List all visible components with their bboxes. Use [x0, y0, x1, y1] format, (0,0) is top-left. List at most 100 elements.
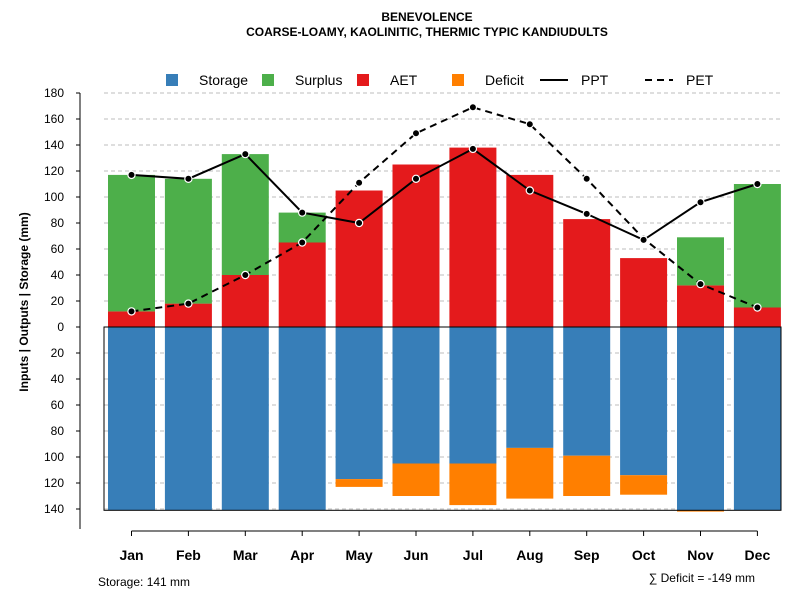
aet-bar	[449, 147, 497, 327]
chart-subtitle: COARSE-LOAMY, KAOLINITIC, THERMIC TYPIC …	[246, 25, 608, 39]
pet-point	[582, 174, 591, 183]
pet-point	[468, 103, 478, 112]
pet-point	[696, 279, 705, 289]
storage-bar	[392, 327, 440, 464]
deficit-bar	[563, 455, 611, 496]
ppt-point	[298, 208, 307, 217]
storage-bar	[164, 327, 212, 511]
month-label: Aug	[516, 547, 543, 563]
storage-bar	[108, 327, 155, 511]
aet-bar	[221, 275, 269, 327]
y-tick-label: 100	[44, 190, 64, 204]
storage-bar	[733, 327, 781, 511]
pet-point	[525, 119, 535, 129]
surplus-bar	[221, 154, 269, 275]
chart-title: BENEVOLENCE	[381, 10, 472, 24]
pet-point	[298, 238, 307, 247]
storage-bar	[335, 327, 383, 480]
month-label: Oct	[632, 547, 656, 563]
pet-point	[184, 299, 193, 308]
legend-label: PPT	[581, 72, 609, 88]
month-label: Sep	[574, 547, 600, 563]
surplus-bar	[108, 174, 155, 312]
month-label: Feb	[176, 547, 201, 563]
deficit-bar	[392, 463, 440, 496]
y-tick-label: 160	[44, 112, 64, 126]
legend-label: AET	[390, 72, 418, 88]
deficit-bar	[335, 479, 383, 487]
aet-bar	[335, 190, 383, 327]
deficit-bar	[449, 463, 497, 506]
aet-bar	[677, 285, 724, 327]
legend-label: Deficit	[485, 72, 524, 88]
storage-bar	[449, 327, 497, 464]
storage-bar	[620, 327, 668, 476]
y-tick-label: 40	[51, 372, 65, 386]
aet-bar	[506, 174, 554, 327]
y-tick-label: 40	[51, 268, 65, 282]
aet-bar	[108, 311, 155, 327]
pet-point	[241, 270, 250, 280]
ppt-point	[696, 197, 705, 207]
y-tick-label: 140	[44, 138, 64, 152]
month-label: Dec	[745, 547, 771, 563]
y-tick-label: 80	[51, 424, 65, 438]
aet-bar	[563, 219, 611, 327]
month-label: Jan	[119, 547, 143, 563]
legend-label: Surplus	[295, 72, 342, 88]
surplus-bar	[733, 184, 781, 308]
ppt-point	[127, 170, 136, 180]
surplus-bar	[677, 237, 724, 286]
storage-bar	[278, 327, 326, 511]
deficit-bar	[506, 447, 554, 499]
ppt-point	[468, 144, 478, 154]
legend-swatch	[452, 74, 464, 86]
month-label: Mar	[233, 547, 258, 563]
aet-bar	[164, 303, 212, 327]
y-tick-label: 20	[51, 294, 65, 308]
pet-point	[127, 307, 136, 316]
y-tick-label: 60	[51, 242, 65, 256]
storage-bar	[563, 327, 611, 456]
storage-bar	[677, 327, 724, 511]
pet-point	[411, 129, 421, 138]
legend-label: PET	[686, 72, 714, 88]
y-tick-label: 80	[51, 216, 65, 230]
month-label: Nov	[687, 547, 714, 563]
y-axis-label: Inputs | Outputs | Storage (mm)	[17, 212, 31, 391]
deficit-bar	[620, 475, 668, 495]
y-tick-label: 0	[57, 320, 64, 334]
ppt-point	[525, 186, 535, 195]
deficit-total-label: ∑ Deficit = -149 mm	[649, 571, 755, 585]
legend-swatch	[262, 74, 274, 86]
ppt-line	[131, 147, 758, 242]
month-label: Apr	[290, 547, 315, 563]
storage-capacity-box	[103, 326, 782, 511]
storage-bar	[506, 327, 554, 448]
month-label: Jul	[463, 547, 483, 563]
legend-swatch	[166, 74, 178, 86]
y-tick-label: 60	[51, 398, 65, 412]
y-tick-label: 20	[51, 346, 65, 360]
surplus-bar	[164, 178, 212, 304]
ppt-point	[354, 218, 364, 228]
aet-bar	[278, 242, 326, 327]
ppt-point	[241, 149, 250, 159]
deficit-bar	[677, 510, 724, 512]
legend-swatch	[357, 74, 369, 86]
pet-point	[753, 303, 762, 312]
pet-point	[354, 178, 364, 187]
aet-bar	[620, 258, 668, 327]
surplus-bar	[278, 212, 326, 243]
ppt-point	[184, 174, 193, 183]
legend-label: Storage	[199, 72, 248, 88]
storage-bar	[221, 327, 269, 511]
ppt-point	[639, 235, 648, 245]
y-tick-label: 120	[44, 476, 64, 490]
y-tick-label: 120	[44, 164, 64, 178]
y-tick-label: 100	[44, 450, 64, 464]
y-tick-label: 140	[44, 502, 64, 516]
ppt-point	[753, 179, 762, 189]
storage-capacity-label: Storage: 141 mm	[98, 575, 190, 589]
